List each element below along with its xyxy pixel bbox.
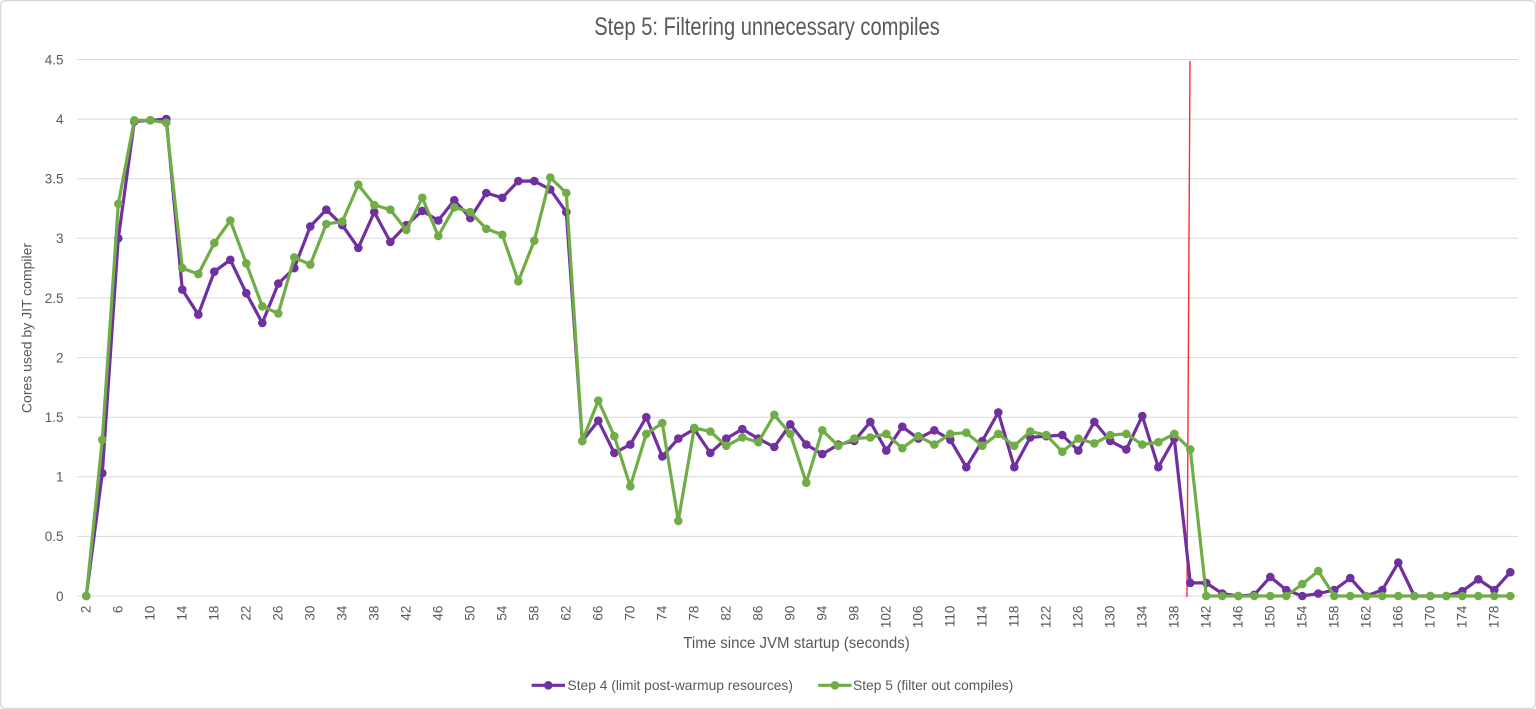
svg-text:42: 42 — [398, 606, 413, 621]
svg-text:66: 66 — [590, 606, 605, 621]
svg-text:142: 142 — [1198, 606, 1213, 629]
svg-text:94: 94 — [814, 605, 829, 621]
svg-text:2.5: 2.5 — [45, 291, 64, 306]
svg-text:3.5: 3.5 — [45, 172, 64, 187]
svg-text:3: 3 — [56, 231, 64, 246]
svg-text:Step 4 (limit post-warmup reso: Step 4 (limit post-warmup resources) — [568, 678, 793, 693]
svg-text:154: 154 — [1294, 605, 1309, 628]
svg-text:166: 166 — [1390, 606, 1405, 629]
svg-text:54: 54 — [494, 605, 509, 621]
svg-text:78: 78 — [686, 606, 701, 621]
svg-text:98: 98 — [846, 606, 861, 621]
svg-text:38: 38 — [366, 606, 381, 621]
svg-text:126: 126 — [1070, 606, 1085, 629]
svg-text:134: 134 — [1134, 605, 1149, 628]
svg-text:0.5: 0.5 — [45, 529, 64, 544]
svg-text:102: 102 — [878, 606, 893, 629]
svg-text:150: 150 — [1262, 606, 1277, 629]
svg-text:174: 174 — [1454, 605, 1469, 628]
svg-text:0: 0 — [56, 589, 64, 604]
svg-text:1: 1 — [56, 470, 64, 485]
svg-text:138: 138 — [1166, 606, 1181, 629]
svg-text:46: 46 — [430, 606, 445, 621]
svg-text:162: 162 — [1358, 606, 1373, 629]
svg-text:110: 110 — [942, 606, 957, 628]
svg-text:2: 2 — [56, 350, 64, 365]
svg-text:74: 74 — [654, 605, 669, 621]
svg-text:4.5: 4.5 — [45, 52, 64, 67]
svg-text:122: 122 — [1038, 606, 1053, 629]
svg-text:6: 6 — [110, 606, 125, 614]
svg-text:70: 70 — [622, 606, 637, 621]
svg-text:Time since JVM startup (second: Time since JVM startup (seconds) — [683, 635, 909, 652]
svg-text:170: 170 — [1422, 606, 1437, 629]
svg-text:18: 18 — [206, 606, 221, 621]
svg-text:178: 178 — [1486, 606, 1501, 629]
svg-text:34: 34 — [334, 605, 349, 621]
svg-text:130: 130 — [1102, 606, 1117, 629]
svg-text:Cores used by JIT compiler: Cores used by JIT compiler — [19, 243, 35, 413]
svg-text:50: 50 — [462, 606, 477, 621]
svg-text:90: 90 — [782, 606, 797, 621]
svg-text:118: 118 — [1006, 606, 1021, 628]
svg-text:4: 4 — [56, 112, 64, 127]
svg-text:22: 22 — [238, 606, 253, 621]
svg-text:26: 26 — [270, 606, 285, 621]
svg-text:114: 114 — [974, 605, 989, 627]
svg-text:Step 5: Filtering unnecessary: Step 5: Filtering unnecessary compiles — [594, 12, 940, 41]
svg-text:58: 58 — [526, 606, 541, 621]
svg-text:146: 146 — [1230, 606, 1245, 629]
svg-text:30: 30 — [302, 606, 317, 621]
svg-text:158: 158 — [1326, 606, 1341, 629]
svg-text:Step 5 (filter out compiles): Step 5 (filter out compiles) — [853, 678, 1013, 693]
svg-text:106: 106 — [910, 606, 925, 629]
svg-text:82: 82 — [718, 606, 733, 621]
svg-text:1.5: 1.5 — [45, 410, 64, 425]
svg-text:86: 86 — [750, 606, 765, 621]
svg-text:2: 2 — [78, 606, 93, 614]
svg-text:10: 10 — [142, 606, 157, 621]
svg-text:14: 14 — [174, 605, 189, 621]
svg-text:62: 62 — [558, 606, 573, 621]
